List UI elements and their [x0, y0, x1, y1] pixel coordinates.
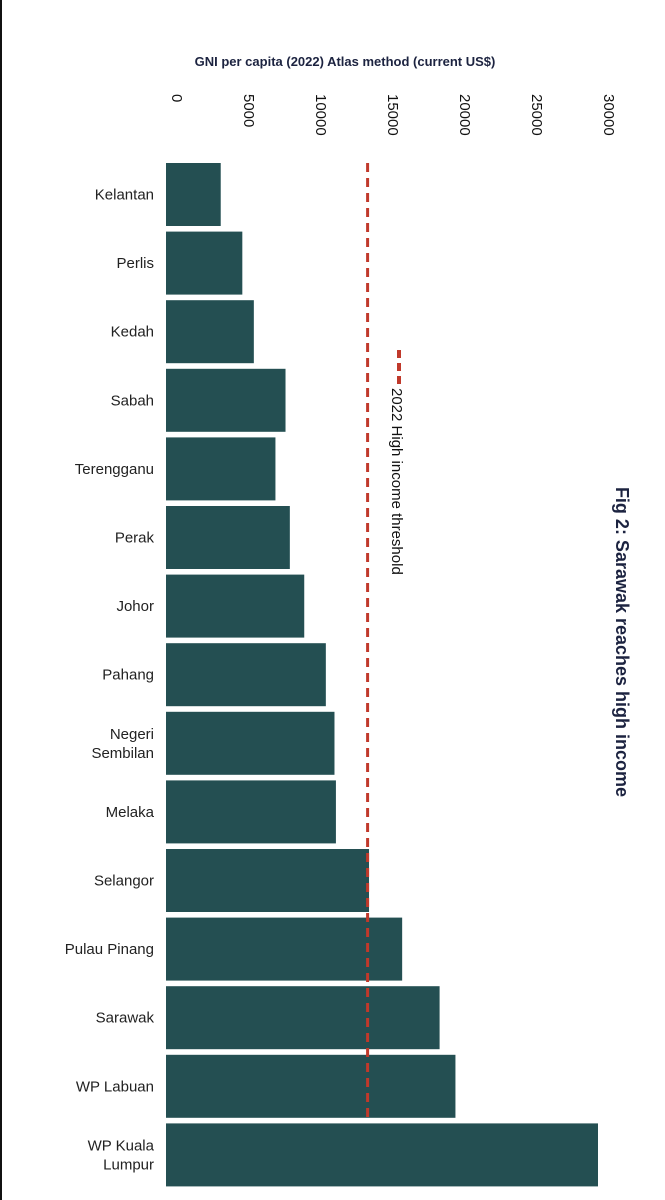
bar	[166, 300, 254, 364]
legend: 2022 High income threshold	[388, 350, 405, 575]
category-labels: Kelantan Perlis Kedah Sabah Terengganu Perak J…	[65, 187, 155, 1174]
x-tick-label: 30000	[600, 94, 617, 136]
category-label: Lumpur	[103, 1156, 154, 1173]
category-label: Sembilan	[91, 745, 154, 762]
category-label: Kedah	[111, 324, 154, 341]
bar	[166, 849, 370, 912]
bar	[166, 986, 440, 1050]
category-label: Melaka	[106, 804, 155, 821]
category-label: Johor	[116, 598, 154, 615]
chart-title: Fig 2: Sarawak reaches high income	[612, 487, 632, 797]
bar	[166, 1054, 456, 1118]
bars	[166, 163, 598, 1187]
category-label: Pulau Pinang	[65, 941, 154, 958]
bar	[166, 368, 286, 432]
bar	[166, 506, 290, 569]
bar	[166, 643, 326, 707]
bar	[166, 231, 243, 295]
category-label: Perlis	[116, 255, 154, 272]
category-label: Terengganu	[75, 461, 154, 478]
category-label: Negeri	[110, 726, 154, 743]
bar	[166, 163, 221, 226]
x-axis-title: GNI per capita (2022) Atlas method (curr…	[195, 54, 496, 69]
category-label: Pahang	[102, 667, 154, 684]
bar	[166, 574, 305, 638]
category-label: Perak	[115, 530, 155, 547]
x-tick-label: 15000	[384, 94, 401, 136]
bar	[166, 917, 403, 981]
x-tick-label: 10000	[312, 94, 329, 136]
category-label: WP Kuala	[88, 1137, 155, 1154]
category-label: Sarawak	[96, 1010, 155, 1027]
x-tick-labels: 0 5000 10000 15000 20000 25000 30000	[168, 94, 617, 136]
legend-label: 2022 High income threshold	[388, 388, 405, 575]
x-tick-label: 20000	[456, 94, 473, 136]
bar	[166, 1123, 598, 1187]
x-tick-label: 0	[168, 94, 185, 102]
bar	[166, 711, 335, 775]
bar	[166, 437, 276, 501]
x-tick-label: 25000	[528, 94, 545, 136]
bar	[166, 780, 336, 844]
category-label: Selangor	[94, 873, 154, 890]
category-label: WP Labuan	[76, 1078, 154, 1095]
x-tick-label: 5000	[240, 94, 257, 127]
frame-edge	[0, 0, 2, 1200]
category-label: Sabah	[111, 392, 154, 409]
category-label: Kelantan	[95, 187, 154, 204]
